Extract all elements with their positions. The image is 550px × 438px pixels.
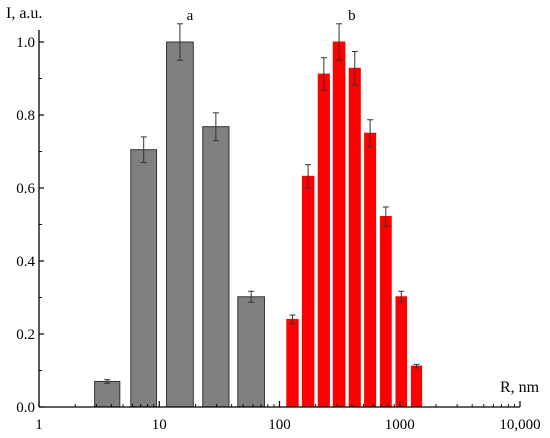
bar-a-1 [94, 380, 121, 408]
x-tick-label: 1 [35, 417, 43, 433]
error-bar-b-3 [320, 57, 327, 92]
error-bar-b-1 [289, 314, 296, 325]
bar-b-1 [286, 318, 299, 408]
axes-layer [38, 30, 520, 408]
ticks-layer: 0.0 0.2 0.4 0.6 0.8 1.0 1 10 100 1000 10,000 [16, 35, 540, 433]
x-tick-label: 100 [268, 417, 291, 433]
error-bar-b-9 [413, 363, 420, 369]
error-bar-b-2 [305, 164, 312, 189]
annotation-a: a [187, 8, 194, 24]
bar-b-4 [332, 41, 346, 408]
error-bar-a-2 [140, 136, 147, 163]
x-axis-label: R, nm [500, 379, 540, 396]
bars-layer [94, 23, 423, 408]
bar-a-3 [166, 41, 194, 408]
error-bar-a-4 [212, 112, 219, 142]
y-tick-label: 0.2 [16, 327, 35, 343]
error-bar-b-8 [398, 290, 405, 303]
bar-b-6 [364, 132, 377, 408]
error-bar-b-5 [351, 50, 358, 86]
x-tick-label: 10,000 [499, 417, 540, 433]
y-tick-label: 0.6 [16, 181, 35, 197]
x-tick-label: 10 [152, 417, 167, 433]
error-bar-b-4 [336, 23, 343, 61]
bar-b-9 [410, 365, 423, 408]
bar-b-8 [395, 296, 408, 408]
bar-a-4 [202, 126, 230, 408]
series-a [94, 23, 265, 408]
bar-b-3 [317, 73, 330, 408]
bar-b-2 [301, 175, 315, 408]
y-tick-label: 1.0 [16, 35, 35, 51]
series-b [286, 23, 423, 408]
y-tick-label: 0.0 [16, 400, 35, 416]
annotation-b: b [348, 8, 356, 24]
error-bar-b-7 [382, 206, 389, 227]
error-bar-a-1 [104, 379, 111, 384]
error-bar-b-6 [367, 119, 374, 148]
y-tick-label: 0.4 [16, 254, 35, 270]
bar-a-5 [237, 296, 265, 408]
error-bar-a-3 [176, 23, 183, 61]
bar-b-5 [348, 67, 361, 408]
bar-a-2 [130, 149, 158, 408]
y-axis-label: I, a.u. [6, 5, 42, 22]
y-tick-label: 0.8 [16, 108, 35, 124]
error-bar-a-5 [248, 290, 255, 303]
bar-b-7 [379, 215, 392, 408]
x-tick-label: 1000 [385, 417, 415, 433]
